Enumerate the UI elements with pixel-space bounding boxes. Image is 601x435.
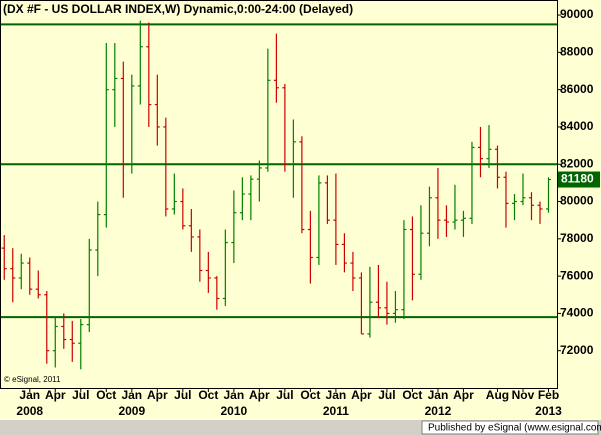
x-tick-label: Jul [72, 388, 89, 402]
x-tick-label: Jan [121, 388, 142, 402]
y-tick-label: 88000 [560, 45, 594, 59]
x-tick-label: Oct [402, 388, 422, 402]
x-tick-label: Jan [428, 388, 449, 402]
background [0, 0, 601, 420]
y-tick-label: 76000 [560, 268, 594, 282]
footer: Published by eSignal (www.esignal.com) [428, 423, 601, 434]
x-tick-label: Oct [300, 388, 320, 402]
year-label: 2010 [221, 404, 248, 418]
x-tick-label: Apr [147, 388, 168, 402]
x-tick-label: Apr [45, 388, 66, 402]
copyright: © eSignal, 2011 [4, 375, 61, 384]
chart-title: (DX #F - US DOLLAR INDEX,W) Dynamic,0:00… [3, 2, 353, 16]
x-tick-label: Oct [96, 388, 116, 402]
x-tick-label: Jan [224, 388, 245, 402]
year-label: 2008 [16, 404, 43, 418]
x-tick-label: Nov [512, 388, 535, 402]
x-tick-label: Oct [198, 388, 218, 402]
year-label: 2012 [425, 404, 452, 418]
x-tick-label: Jul [378, 388, 395, 402]
x-tick-label: Apr [453, 388, 474, 402]
y-tick-label: 82000 [560, 156, 594, 170]
x-tick-label: Jan [19, 388, 40, 402]
x-tick-label: Jan [326, 388, 347, 402]
last-price-label: 81180 [561, 172, 594, 186]
x-tick-label: Jul [174, 388, 191, 402]
x-tick-label: Apr [351, 388, 372, 402]
x-tick-label: Aug [486, 388, 509, 402]
year-label: 2009 [118, 404, 145, 418]
y-tick-label: 80000 [560, 194, 594, 208]
x-tick-label: Jul [276, 388, 293, 402]
y-tick-label: 90000 [560, 7, 594, 21]
year-label: 2011 [323, 404, 349, 418]
y-tick-label: 78000 [560, 231, 594, 245]
y-tick-label: 74000 [560, 306, 594, 320]
y-tick-label: 84000 [560, 119, 594, 133]
year-label: 2013 [535, 404, 562, 418]
y-tick-label: 72000 [560, 343, 594, 357]
x-tick-label: Feb [538, 388, 559, 402]
x-tick-label: Apr [249, 388, 270, 402]
y-tick-label: 86000 [560, 82, 594, 96]
